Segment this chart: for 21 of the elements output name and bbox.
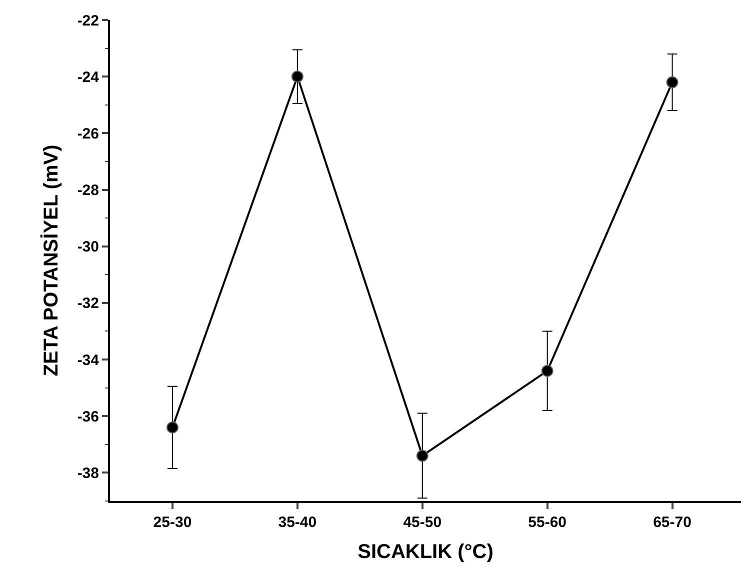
y-tick-label: -38	[77, 464, 99, 482]
y-tick-label: -28	[77, 182, 99, 200]
y-tick-label: -26	[77, 125, 99, 142]
y-tick-label: -22	[77, 12, 99, 30]
x-tick-label: 45-50	[403, 514, 442, 531]
x-tick-label: 25-30	[153, 514, 192, 531]
y-axis-title: ZETA POTANSİYEL (mV)	[39, 144, 62, 376]
x-tick-label: 55-60	[528, 514, 567, 531]
y-tick-label: -30	[77, 238, 99, 256]
y-tick-label: -24	[77, 68, 100, 86]
y-tick-label: -32	[77, 295, 99, 312]
y-tick-label: -36	[77, 408, 99, 426]
point	[666, 76, 678, 88]
point	[291, 70, 304, 83]
x-tick-label: 35-40	[278, 514, 317, 531]
x-tick-label: 65-70	[653, 514, 692, 531]
point	[166, 421, 178, 434]
point	[541, 364, 554, 377]
y-tick-label: -34	[77, 352, 100, 369]
point	[416, 450, 428, 462]
x-axis-title: SICAKLIK (°C)	[358, 541, 494, 563]
